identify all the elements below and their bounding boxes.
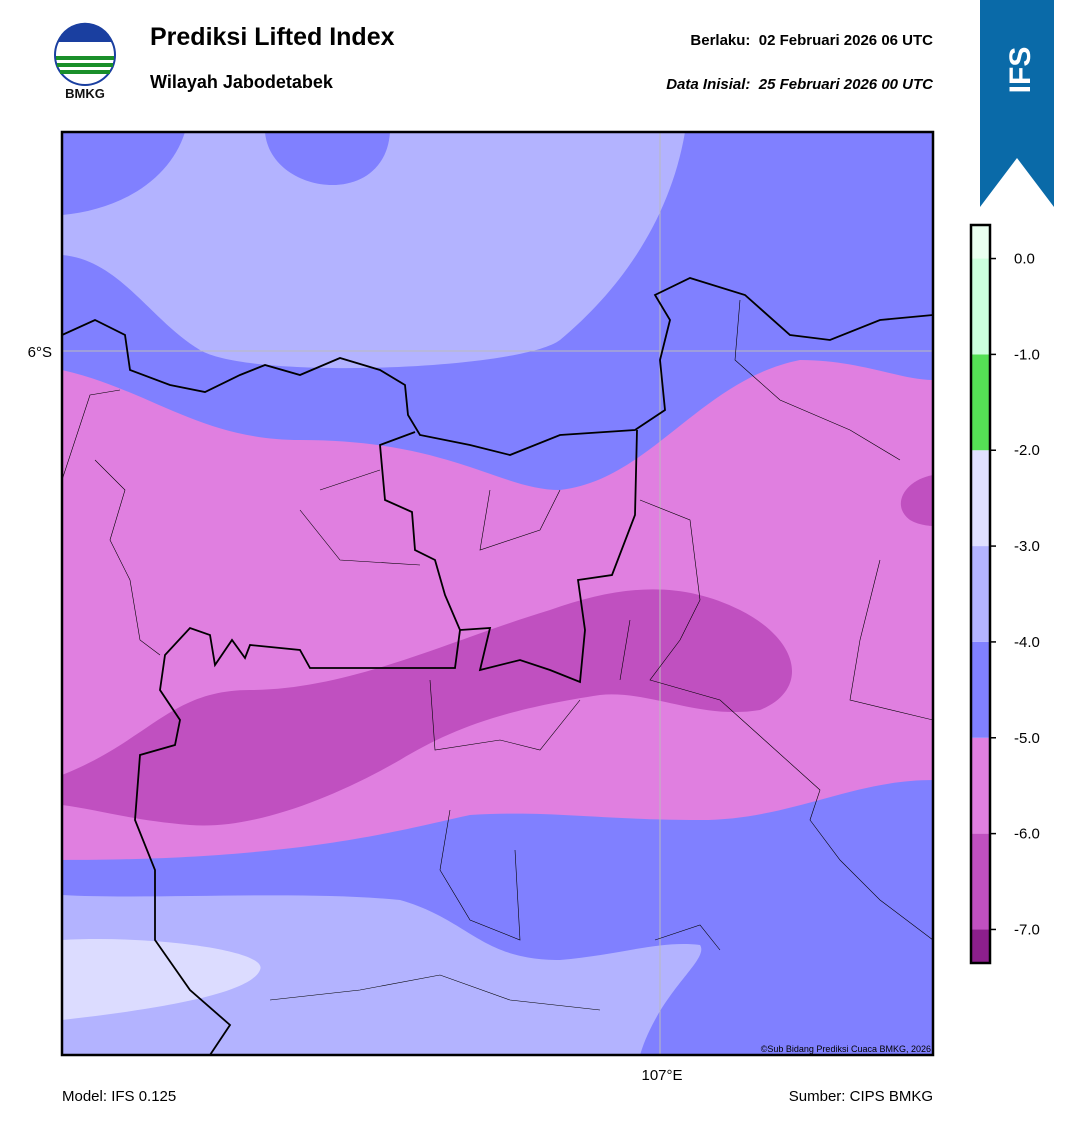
colorbar-bin	[971, 641, 990, 738]
colorbar-tick-label: -4.0	[1014, 634, 1040, 651]
colorbar-frame	[969, 223, 992, 965]
colorbar-tick-label: -3.0	[1014, 538, 1040, 555]
colorbar-bin	[971, 833, 990, 930]
valid-time: Berlaku: 02 Februari 2026 06 UTC	[690, 32, 933, 49]
source: Sumber: CIPS BMKG	[789, 1088, 933, 1105]
colorbar: 0.0 -1.0 -2.0 -3.0 -4.0 -5.0 -6.0 -7.0	[969, 223, 1040, 965]
badge-text: IFS	[1004, 47, 1037, 94]
colorbar-tick-label: -2.0	[1014, 442, 1040, 459]
lon-label: 107°E	[641, 1067, 682, 1084]
colorbar-tick-label: -1.0	[1014, 346, 1040, 363]
credit: ©Sub Bidang Prediksi Cuaca BMKG, 2026	[761, 1044, 931, 1054]
colorbar-tick-label: -6.0	[1014, 826, 1040, 843]
colorbar-tick-label: -5.0	[1014, 730, 1040, 747]
colorbar-bin	[971, 354, 990, 451]
colorbar-bin	[971, 546, 990, 642]
title: Prediksi Lifted Index	[150, 23, 395, 51]
colorbar-tick-label: 0.0	[1014, 251, 1035, 268]
badge: IFS	[980, 0, 1054, 207]
colorbar-bin	[971, 929, 990, 963]
subtitle: Wilayah Jabodetabek	[150, 72, 334, 92]
colorbar-bin	[971, 450, 990, 547]
colorbar-bin	[971, 258, 990, 355]
colorbar-bin	[971, 225, 990, 259]
lat-label: 6°S	[28, 344, 52, 361]
logo-text: BMKG	[65, 86, 105, 101]
colorbar-tick-label: -7.0	[1014, 921, 1040, 938]
init-time: Data Inisial: 25 Februari 2026 00 UTC	[666, 76, 934, 93]
model: Model: IFS 0.125	[62, 1088, 176, 1105]
colorbar-bin	[971, 737, 990, 834]
map-field	[62, 132, 933, 1055]
logo: BMKG	[54, 22, 116, 101]
map-frame	[60, 130, 935, 1057]
